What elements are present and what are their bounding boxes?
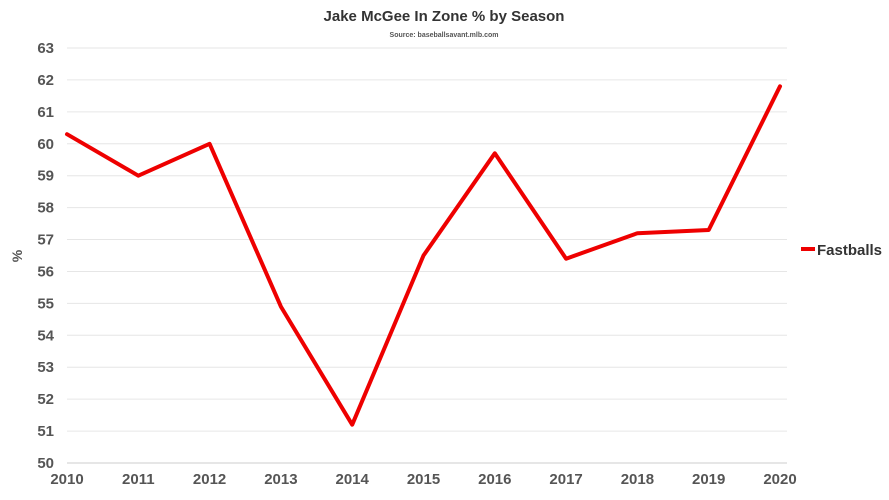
y-axis-label: % [9, 249, 25, 262]
gridlines [67, 47, 787, 464]
y-tick-label: 52 [37, 391, 54, 408]
series-layer [65, 84, 782, 427]
x-tick-label: 2010 [50, 471, 83, 488]
x-tick-label: 2018 [621, 471, 654, 488]
chart-subtitle: Source: baseballsavant.mlb.com [390, 32, 499, 39]
x-tick-label: 2012 [193, 471, 226, 488]
y-tick-label: 60 [37, 136, 54, 153]
y-tick-label: 50 [37, 455, 54, 472]
x-tick-label: 2016 [478, 471, 511, 488]
y-tick-label: 54 [37, 327, 54, 344]
y-tick-label: 53 [37, 359, 54, 376]
x-tick-label: 2017 [549, 471, 582, 488]
x-tick-label: 2019 [692, 471, 725, 488]
series-line-fastballs [65, 84, 782, 427]
y-tick-label: 51 [37, 423, 54, 440]
x-tick-label: 2011 [122, 471, 155, 488]
y-tick-label: 61 [37, 104, 54, 121]
y-tick-label: 62 [37, 72, 54, 89]
y-tick-label: 63 [37, 40, 54, 57]
y-tick-label: 55 [37, 295, 54, 312]
legend-label-fastballs: Fastballs [817, 242, 882, 259]
y-tick-label: 59 [37, 168, 54, 185]
x-tick-label: 2013 [264, 471, 297, 488]
x-axis-ticks: 2010 2011 2012 2013 2014 2015 2016 2017 2018 2019… [50, 471, 796, 488]
y-tick-label: 56 [37, 263, 54, 280]
x-tick-label: 2020 [763, 471, 796, 488]
x-tick-label: 2014 [336, 471, 370, 488]
y-tick-label: 58 [37, 200, 54, 217]
legend: Fastballs [801, 242, 882, 259]
x-tick-label: 2015 [407, 471, 440, 488]
y-tick-label: 57 [37, 232, 54, 249]
chart-title: Jake McGee In Zone % by Season [324, 8, 565, 25]
y-axis-ticks: 50 51 52 53 54 55 56 57 58 59 60 61 62 63 [37, 40, 54, 472]
